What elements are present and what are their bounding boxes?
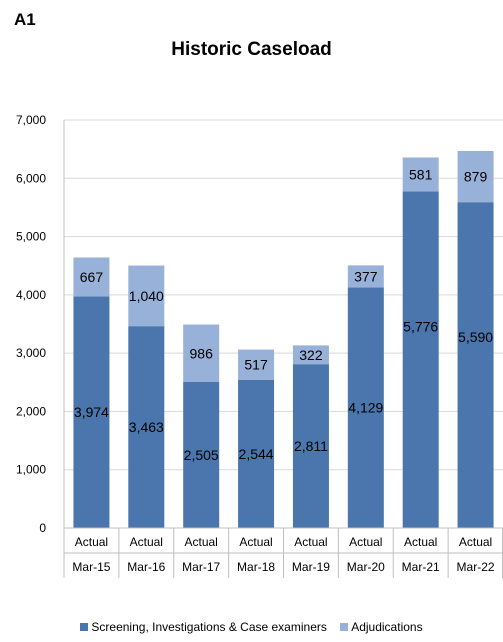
x-tick-label: Mar-19 [292, 560, 330, 574]
x-tick-label: Mar-16 [127, 560, 165, 574]
x-tick-label: Mar-21 [402, 560, 440, 574]
bar-screening [128, 326, 165, 528]
data-label-adjudications: 986 [190, 345, 214, 361]
y-tick-label: 6,000 [16, 171, 46, 185]
x-tick-label-top: Actual [239, 535, 272, 549]
x-tick-label: Mar-20 [347, 560, 385, 574]
data-label-adjudications: 667 [80, 269, 104, 285]
data-label-screening: 5,776 [403, 318, 438, 334]
x-tick-label-top: Actual [459, 535, 492, 549]
x-tick-label-top: Actual [130, 535, 163, 549]
data-label-adjudications: 581 [409, 166, 433, 182]
bar-adjudications [457, 150, 494, 203]
bar-adjudications [183, 324, 220, 382]
data-label-screening: 3,463 [129, 419, 164, 435]
data-label-screening: 5,590 [458, 329, 493, 345]
chart-area: 0 1,000 2,000 3,000 4,000 5,000 6,000 7,000 3,97… [16, 113, 503, 578]
bar-screening [292, 364, 329, 528]
bar-screening [347, 287, 384, 528]
y-tick-label: 0 [39, 521, 46, 535]
x-tick-label: Mar-18 [237, 560, 275, 574]
legend: Screening, Investigations & Case examine… [0, 620, 503, 634]
data-label-adjudications: 879 [464, 169, 488, 185]
y-tick-label: 4,000 [16, 288, 46, 302]
bar-adjudications [347, 265, 384, 288]
y-tick-label: 2,000 [16, 404, 46, 418]
chart-title: Historic Caseload [171, 39, 332, 60]
bar-screening [457, 202, 494, 528]
x-tick-label: Mar-15 [72, 560, 110, 574]
legend-label-screening: Screening, Investigations & Case examine… [91, 620, 327, 634]
bar-screening [238, 379, 275, 528]
legend-swatch-adjudications [340, 623, 349, 631]
data-label-screening: 2,505 [184, 447, 219, 463]
x-tick-label: Mar-22 [457, 560, 495, 574]
bar-adjudications [238, 349, 275, 380]
x-tick-label-top: Actual [294, 535, 327, 549]
data-label-screening: 2,544 [239, 446, 274, 462]
legend-label-adjudications: Adjudications [351, 620, 423, 634]
y-tick-label: 3,000 [16, 346, 46, 360]
x-tick-label-top: Actual [75, 535, 108, 549]
panel-label: A1 [14, 10, 36, 29]
legend-item-adjudications: Adjudications [340, 620, 423, 634]
bar-adjudications [402, 157, 439, 192]
bar-screening [183, 381, 220, 528]
data-label-screening: 4,129 [348, 400, 383, 416]
data-label-adjudications: 322 [299, 347, 323, 363]
data-label-screening: 2,811 [294, 438, 328, 454]
bar-adjudications [292, 345, 329, 365]
y-tick-label: 1,000 [16, 463, 46, 477]
y-tick-label: 5,000 [16, 230, 46, 244]
x-tick-label-top: Actual [185, 535, 218, 549]
data-label-adjudications: 377 [354, 268, 378, 284]
bar-screening [402, 191, 439, 528]
y-tick-label: 7,000 [16, 113, 46, 127]
legend-item-screening: Screening, Investigations & Case examine… [80, 620, 327, 634]
data-label-adjudications: 1,040 [129, 288, 164, 304]
data-label-adjudications: 517 [244, 357, 268, 373]
legend-swatch-screening [80, 623, 89, 631]
bar-screening [73, 296, 110, 528]
bar-adjudications [128, 265, 165, 327]
bar-adjudications [73, 257, 110, 297]
x-tick-label-top: Actual [404, 535, 437, 549]
x-tick-label: Mar-17 [182, 560, 220, 574]
data-label-screening: 3,974 [74, 404, 109, 420]
x-tick-label-top: Actual [349, 535, 382, 549]
